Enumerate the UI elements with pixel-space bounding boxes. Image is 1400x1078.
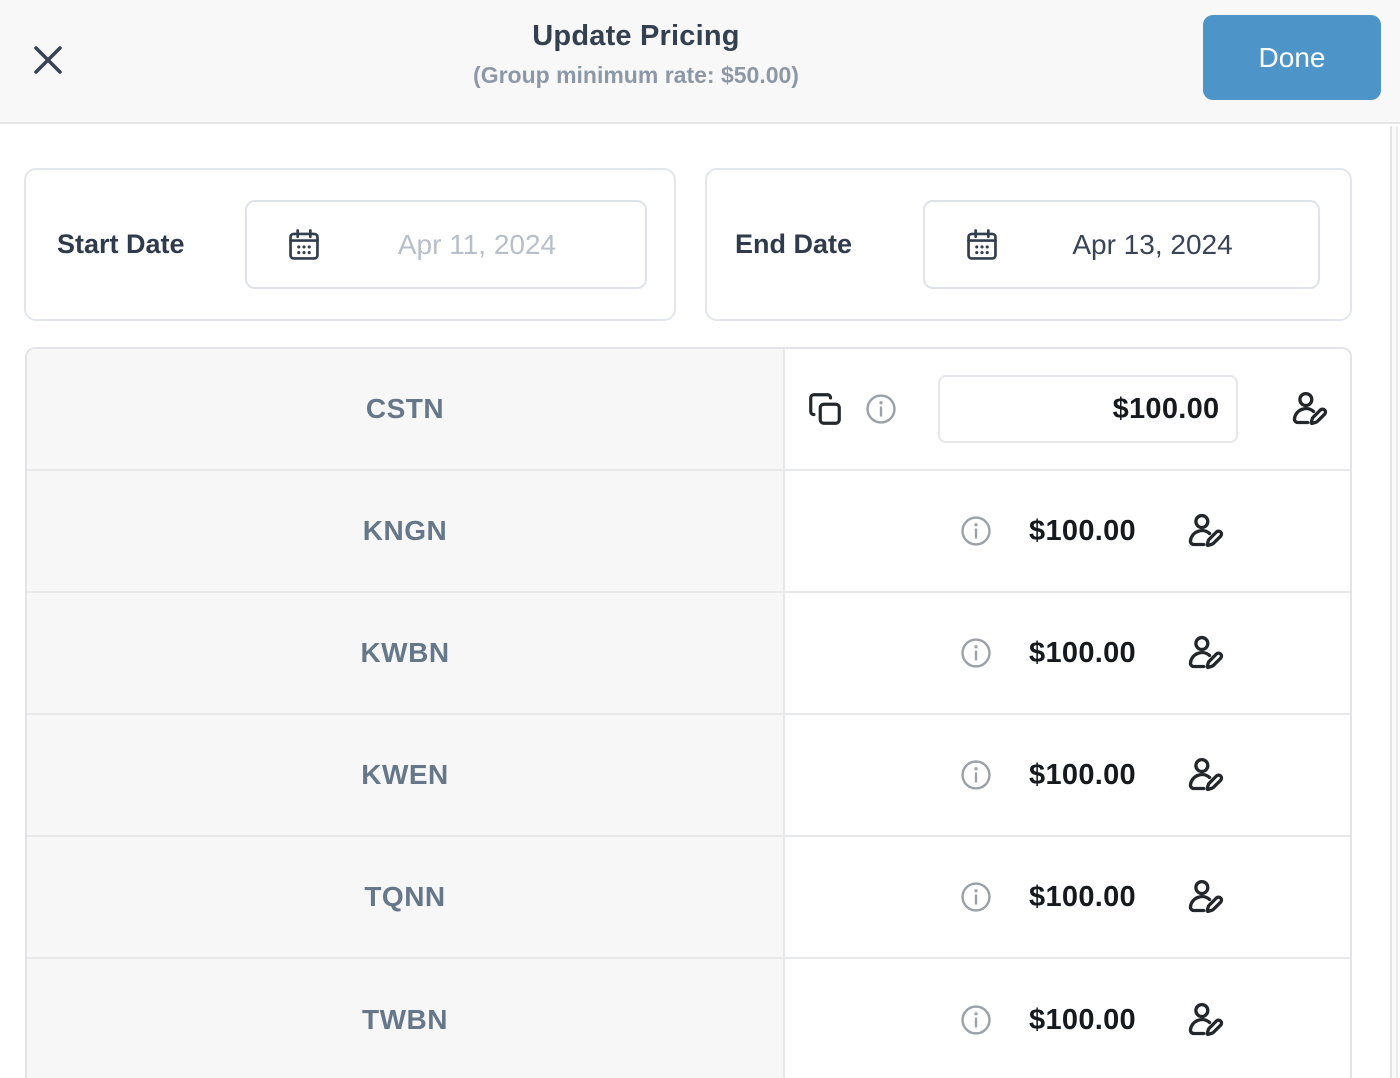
end-date-label: End Date [735, 229, 853, 259]
modal-title: Update Pricing [532, 20, 740, 52]
price-cell: $100.00 [785, 593, 1350, 713]
room-type-cell: KWEN [27, 715, 785, 835]
price-input[interactable] [937, 375, 1238, 443]
info-icon[interactable] [909, 514, 993, 548]
room-type-label: KWBN [360, 637, 450, 668]
calendar-icon [963, 226, 1001, 264]
room-type-label: TQNN [364, 881, 446, 912]
price-value: $100.00 [1029, 1003, 1136, 1036]
start-date-card: Start Date Apr 11, 2024 [24, 168, 676, 321]
modal-title-block: Update Pricing (Group minimum rate: $50.… [473, 20, 799, 89]
start-date-input[interactable]: Apr 11, 2024 [245, 200, 647, 289]
pricing-table: CSTN $100.00 [25, 347, 1352, 1078]
close-button[interactable] [28, 40, 68, 80]
user-edit-icon[interactable] [1184, 876, 1226, 918]
room-type-cell: KNGN [27, 471, 785, 591]
price-value: $100.00 [1029, 514, 1136, 547]
close-icon [30, 42, 66, 78]
room-type-cell: TWBN [27, 959, 785, 1078]
end-date-value: Apr 13, 2024 [1072, 228, 1233, 260]
room-type-cell: KWBN [27, 593, 785, 713]
user-edit-icon[interactable] [1184, 510, 1226, 552]
price-cell: $100.00 [785, 837, 1350, 957]
price-cell: $100.00 [785, 715, 1350, 835]
calendar-icon [285, 226, 323, 264]
info-icon[interactable] [909, 758, 993, 792]
room-type-label: CSTN [365, 393, 445, 424]
price-value: $100.00 [1029, 880, 1136, 913]
user-edit-icon[interactable] [1184, 754, 1226, 796]
info-icon[interactable] [909, 1003, 993, 1037]
info-icon[interactable] [909, 636, 993, 670]
end-date-input[interactable]: Apr 13, 2024 [923, 200, 1320, 289]
info-icon[interactable] [909, 880, 993, 914]
price-cell: $100.00 [785, 349, 1350, 469]
table-row: TQNN $100.00 [27, 837, 1350, 959]
price-value: $100.00 [1029, 636, 1136, 669]
table-row: CSTN $100.00 [27, 349, 1350, 471]
room-type-label: TWBN [362, 1004, 448, 1035]
room-type-label: KNGN [362, 515, 448, 546]
end-date-card: End Date Apr 13, 2024 [705, 168, 1352, 321]
info-icon[interactable] [864, 392, 898, 426]
price-cell: $100.00 [785, 959, 1350, 1078]
copy-icon[interactable] [806, 390, 844, 428]
room-type-label: KWEN [361, 759, 449, 790]
table-row: KWBN $100.00 [27, 593, 1350, 715]
table-row: KNGN $100.00 [27, 471, 1350, 593]
room-type-cell: TQNN [27, 837, 785, 957]
user-edit-icon[interactable] [1184, 999, 1226, 1041]
modal-header: Update Pricing (Group minimum rate: $50.… [0, 0, 1400, 124]
user-edit-icon[interactable] [1288, 388, 1330, 430]
user-edit-icon[interactable] [1184, 632, 1226, 674]
table-row: TWBN $100.00 [27, 959, 1350, 1078]
modal-subtitle: (Group minimum rate: $50.00) [473, 62, 799, 88]
table-row: KWEN $100.00 [27, 715, 1350, 837]
scrollbar-track[interactable] [1390, 126, 1398, 1078]
room-type-cell: CSTN [27, 349, 785, 469]
start-date-label: Start Date [57, 229, 185, 259]
start-date-value: Apr 11, 2024 [397, 228, 557, 260]
price-value: $100.00 [1029, 758, 1136, 791]
price-cell: $100.00 [785, 471, 1350, 591]
done-button[interactable]: Done [1203, 15, 1381, 100]
